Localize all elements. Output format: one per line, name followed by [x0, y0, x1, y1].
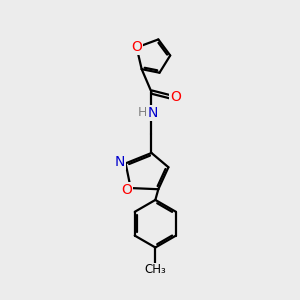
Text: O: O	[121, 182, 132, 197]
Text: H: H	[138, 106, 147, 119]
Text: N: N	[115, 155, 125, 169]
Text: O: O	[131, 40, 142, 55]
Text: CH₃: CH₃	[145, 263, 166, 276]
Text: O: O	[170, 90, 181, 104]
Text: N: N	[147, 106, 158, 120]
